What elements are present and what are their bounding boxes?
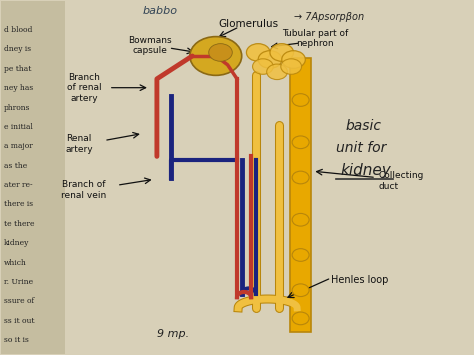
Text: e initial: e initial bbox=[4, 123, 33, 131]
Text: Renal
artery: Renal artery bbox=[65, 134, 93, 154]
Text: ssure of: ssure of bbox=[4, 297, 34, 305]
Text: kidney: kidney bbox=[4, 239, 29, 247]
Circle shape bbox=[270, 44, 293, 61]
Text: ater re-: ater re- bbox=[4, 181, 32, 189]
Text: unit for: unit for bbox=[336, 141, 386, 154]
Text: pe that: pe that bbox=[4, 65, 31, 73]
Circle shape bbox=[209, 44, 232, 61]
Text: → 7Apsorpβon: → 7Apsorpβon bbox=[293, 12, 364, 22]
Text: 9 mp.: 9 mp. bbox=[157, 329, 189, 339]
Text: so it is: so it is bbox=[4, 336, 28, 344]
Text: Tubular part of
nephron: Tubular part of nephron bbox=[282, 29, 348, 48]
Text: Bowmans
capsule: Bowmans capsule bbox=[128, 36, 172, 55]
Text: Henles loop: Henles loop bbox=[331, 275, 389, 285]
Circle shape bbox=[258, 51, 282, 68]
Text: basic: basic bbox=[346, 119, 382, 133]
Circle shape bbox=[292, 136, 309, 149]
Text: Glomerulus: Glomerulus bbox=[219, 19, 279, 29]
Text: d blood: d blood bbox=[4, 26, 32, 34]
Circle shape bbox=[292, 248, 309, 261]
Text: phrons: phrons bbox=[4, 104, 30, 111]
Text: Branch
of renal
artery: Branch of renal artery bbox=[66, 73, 101, 103]
Text: Collecting
duct: Collecting duct bbox=[378, 171, 424, 191]
Text: ss it out: ss it out bbox=[4, 317, 34, 324]
Text: babbo: babbo bbox=[143, 6, 178, 16]
Text: a major: a major bbox=[4, 142, 33, 150]
FancyBboxPatch shape bbox=[1, 1, 65, 354]
Text: r. Urine: r. Urine bbox=[4, 278, 33, 286]
Circle shape bbox=[292, 284, 309, 296]
Text: dney is: dney is bbox=[4, 45, 31, 53]
Circle shape bbox=[292, 94, 309, 106]
Circle shape bbox=[292, 171, 309, 184]
Circle shape bbox=[246, 44, 270, 61]
Text: ney has: ney has bbox=[4, 84, 33, 92]
Circle shape bbox=[190, 37, 242, 75]
Circle shape bbox=[267, 64, 287, 80]
Circle shape bbox=[292, 312, 309, 325]
FancyBboxPatch shape bbox=[290, 58, 311, 333]
Circle shape bbox=[281, 59, 301, 74]
Text: kidney: kidney bbox=[341, 163, 392, 178]
Text: te there: te there bbox=[4, 220, 34, 228]
Circle shape bbox=[292, 213, 309, 226]
Text: as the: as the bbox=[4, 162, 27, 170]
Text: Branch of
renal vein: Branch of renal vein bbox=[61, 180, 107, 200]
Text: which: which bbox=[4, 258, 27, 267]
Text: there is: there is bbox=[4, 200, 33, 208]
Circle shape bbox=[282, 51, 305, 68]
Circle shape bbox=[253, 59, 273, 74]
